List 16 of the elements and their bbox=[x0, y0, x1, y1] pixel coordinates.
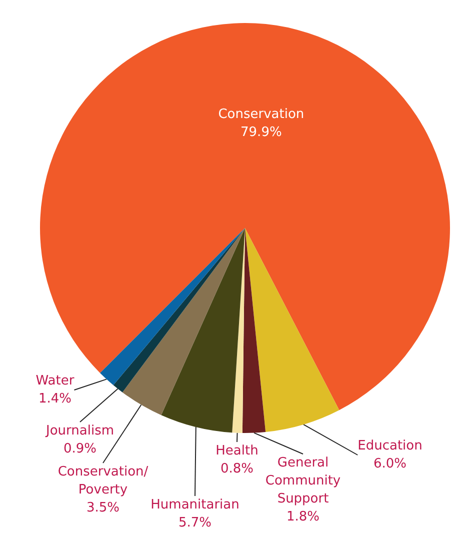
data-label: 0.9% bbox=[63, 442, 97, 456]
slice-label: Conservation bbox=[218, 107, 304, 122]
data-label: 1.4% bbox=[38, 392, 72, 406]
slice-label: Water bbox=[36, 374, 75, 388]
data-label: 6.0% bbox=[373, 456, 407, 472]
data-label: 1.8% bbox=[286, 510, 320, 524]
slice-label: Journalism bbox=[44, 424, 114, 438]
slice-label: Education bbox=[358, 438, 422, 454]
slice-label: General Community Support bbox=[265, 456, 341, 506]
slice-label: Health bbox=[216, 444, 258, 458]
slice-label: Humanitarian bbox=[150, 498, 240, 512]
data-label: 5.7% bbox=[178, 516, 212, 530]
data-label: 3.5% bbox=[86, 500, 120, 516]
data-label: 79.9% bbox=[240, 125, 282, 140]
data-label: 0.8% bbox=[220, 462, 254, 476]
slice-label: Conservation/ Poverty bbox=[58, 464, 149, 498]
